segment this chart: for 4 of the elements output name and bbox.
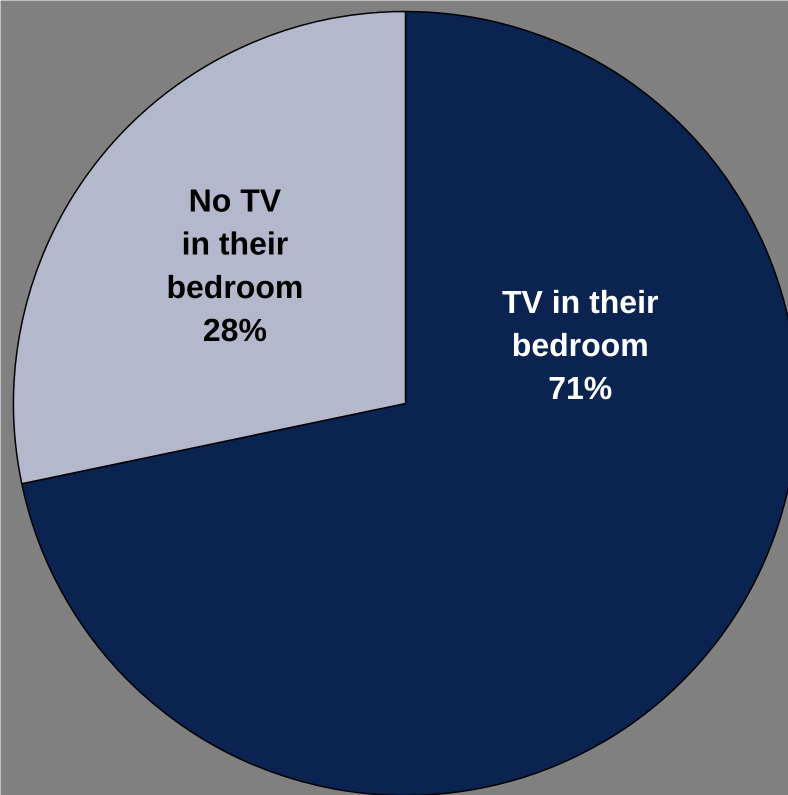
data-label: 71% — [548, 370, 612, 406]
data-label: 28% — [202, 312, 267, 348]
slice-label: No TV in their bedroom — [166, 182, 304, 305]
slice-label: TV in their bedroom — [502, 284, 658, 364]
